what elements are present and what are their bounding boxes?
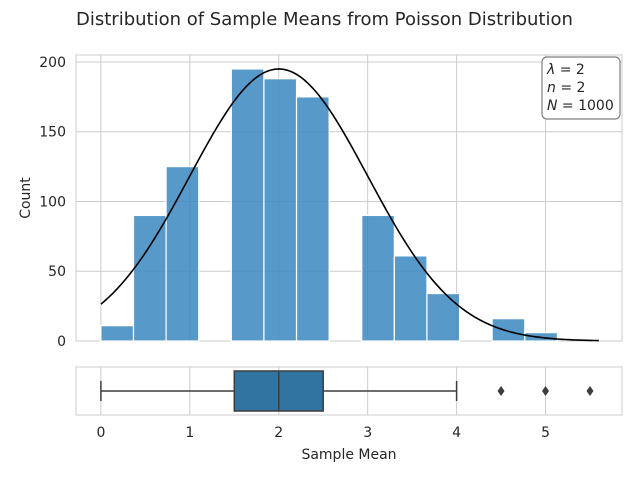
y-tick-label: 0 — [57, 334, 66, 350]
annotation-symbol: n — [547, 80, 556, 96]
histogram-bar — [426, 292, 461, 342]
annotation-line: λ = 2 — [546, 62, 585, 78]
y-tick-label: 50 — [48, 264, 66, 280]
x-tick-label: 2 — [274, 425, 283, 441]
annotation-line: n = 2 — [547, 80, 585, 96]
annotation-value: = 1000 — [557, 98, 613, 114]
histogram-bar — [361, 214, 395, 342]
x-axis-label: Sample Mean — [301, 447, 396, 463]
histogram-bar — [132, 214, 167, 342]
histogram-bar — [295, 96, 330, 342]
annotation-value: = 2 — [556, 80, 586, 96]
annotation-lines: λ = 2n = 2N = 1000 — [546, 62, 614, 114]
annotation-frame — [541, 56, 621, 120]
x-tick-label: 5 — [541, 425, 550, 441]
y-tick-label: 200 — [39, 55, 66, 71]
histogram-bar — [100, 325, 135, 342]
boxplot-axes: 0 1 2 3 4 5 Sample Mean — [75, 366, 623, 463]
histogram-bar — [263, 78, 298, 342]
annotation-symbol: N — [547, 98, 558, 114]
normal-fit-curve — [100, 68, 599, 342]
x-tick-label: 3 — [363, 425, 372, 441]
outlier-marker — [586, 386, 594, 396]
outlier-marker — [542, 386, 550, 396]
annotation-line: N = 1000 — [547, 98, 614, 114]
x-tick-label: 0 — [96, 425, 105, 441]
histogram-bar — [230, 68, 265, 342]
histogram-bar — [491, 318, 526, 342]
histogram-bars — [100, 68, 558, 342]
histogram-bar — [165, 166, 200, 342]
outlier-marker — [497, 386, 505, 396]
annotation-symbol: λ — [546, 62, 555, 78]
parameter-annotation-box: λ = 2n = 2N = 1000 — [541, 56, 621, 120]
x-tick-label: 4 — [452, 425, 461, 441]
x-tick-label: 1 — [185, 425, 194, 441]
y-tick-label: 100 — [39, 194, 66, 210]
y-axis-label: Count — [18, 177, 34, 219]
histogram-y-tick-labels: 0 50 100 150 200 — [39, 55, 66, 350]
y-tick-label: 150 — [39, 125, 66, 141]
x-tick-labels: 0 1 2 3 4 5 — [96, 425, 550, 441]
histogram-bar — [393, 255, 428, 342]
annotation-value: = 2 — [555, 62, 585, 78]
chart-title: Distribution of Sample Means from Poisso… — [76, 9, 573, 30]
boxplot — [100, 370, 594, 412]
